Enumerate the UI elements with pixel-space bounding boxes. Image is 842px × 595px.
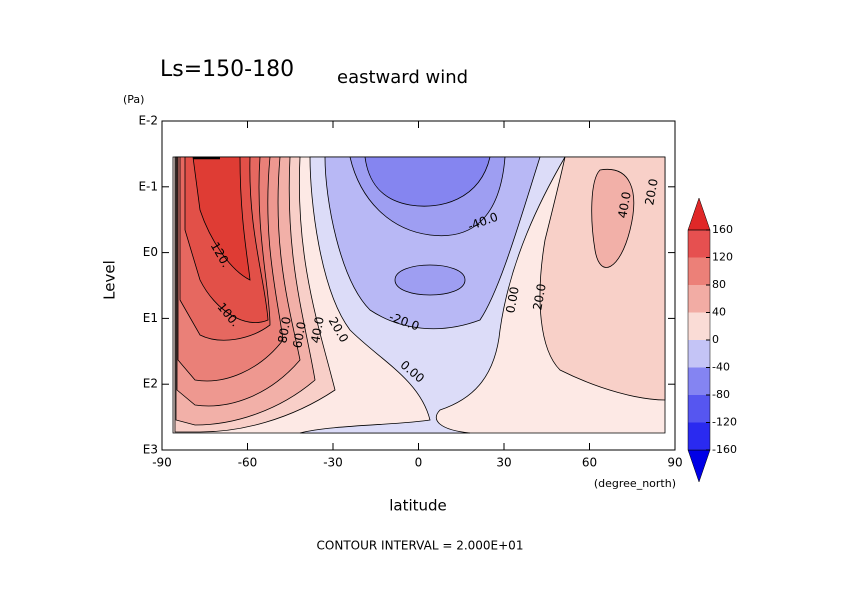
- contour-label: 40.0: [615, 191, 633, 220]
- contour-region: [192, 156, 251, 281]
- chart-title: Ls=150-180: [160, 57, 294, 82]
- contour-region: [591, 168, 634, 268]
- contour-region: [539, 156, 666, 401]
- contour-region: [394, 264, 466, 296]
- x-unit: (degree_north): [594, 477, 676, 490]
- x-tick-label: 0: [415, 456, 423, 470]
- colorbar-segment: [688, 230, 710, 258]
- colorbar-tick-label: 160: [712, 223, 733, 236]
- contour-label: 80.0: [275, 316, 293, 345]
- colorbar-tick-label: 120: [712, 251, 733, 264]
- y-axis-label: Level: [101, 260, 119, 300]
- chart-subtitle: eastward wind: [337, 67, 468, 88]
- y-tick-label: E3: [143, 443, 158, 457]
- x-tick-label: -90: [152, 456, 172, 470]
- footer: CONTOUR INTERVAL = 2.000E+01: [317, 539, 524, 553]
- x-tick-label: -30: [323, 456, 343, 470]
- colorbar-tick-label: -80: [712, 388, 730, 401]
- colorbar-segment: [688, 312, 710, 340]
- contour-label: 20.0: [642, 178, 660, 207]
- contour-region: [364, 156, 491, 207]
- contour-label: 0.00: [503, 286, 521, 315]
- colorbar-segment: [688, 422, 710, 450]
- contour-label: 20.0: [530, 283, 548, 312]
- colorbar-segment: [688, 340, 710, 368]
- colorbar-segment: [688, 395, 710, 423]
- colorbar-tick-label: -40: [712, 361, 730, 374]
- x-tick-label: 30: [496, 456, 511, 470]
- y-tick-label: E-2: [138, 114, 158, 128]
- colorbar-segment: [688, 367, 710, 395]
- x-axis-label: latitude: [389, 497, 447, 515]
- colorbar-tick-label: 80: [712, 278, 726, 291]
- colorbar-tick-label: -160: [712, 443, 737, 456]
- y-tick-label: E1: [143, 311, 158, 325]
- colorbar-tick-label: 40: [712, 306, 726, 319]
- y-tick-label: E-1: [138, 179, 158, 193]
- x-tick-label: -60: [238, 456, 258, 470]
- contour-label: 60.0: [290, 321, 308, 350]
- x-tick-label: 60: [582, 456, 597, 470]
- contour-label: 40.0: [308, 316, 326, 345]
- colorbar-tick-label: -120: [712, 416, 737, 429]
- colorbar-segment: [688, 257, 710, 285]
- x-tick-label: 90: [667, 456, 682, 470]
- colorbar-tick-label: 0: [712, 333, 719, 346]
- y-tick-label: E0: [143, 245, 158, 259]
- contour-field: [172, 156, 666, 434]
- colorbar-segment: [688, 285, 710, 313]
- y-unit: (Pa): [123, 93, 144, 106]
- y-tick-label: E2: [143, 377, 158, 391]
